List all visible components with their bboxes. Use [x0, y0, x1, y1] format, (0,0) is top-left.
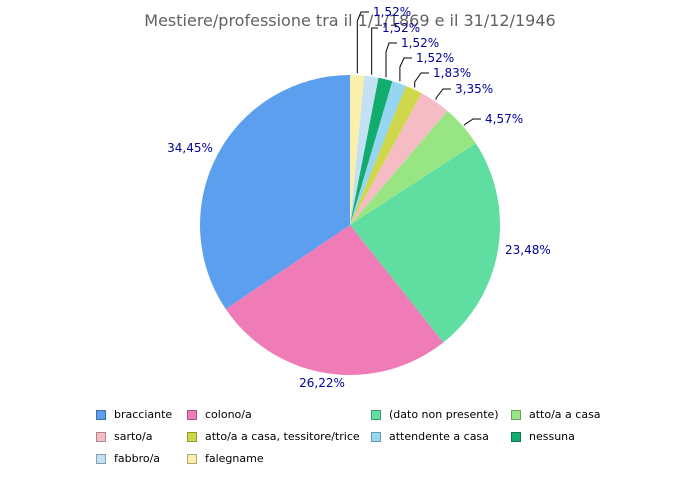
legend-label-falegname: falegname — [205, 452, 264, 465]
chart-title: Mestiere/professione tra il 1/1/1869 e i… — [144, 11, 556, 30]
leader-line-nessuna — [385, 42, 397, 78]
legend-label-attendente-a-casa: attendente a casa — [389, 430, 489, 443]
legend-swatch-colono-a — [187, 409, 197, 420]
slice-percent-label-atto-a-a-casa-tessitore-trice: 1,83% — [433, 66, 471, 80]
slice-percent-label-dato-non-presente: 23,48% — [505, 243, 551, 257]
legend-item-dato-non-presente: (dato non presente) — [371, 408, 499, 421]
legend-swatch-attendente-a-casa — [371, 431, 381, 442]
legend-swatch-falegname — [187, 453, 197, 464]
legend-item-attendente-a-casa: attendente a casa — [371, 430, 489, 443]
slice-percent-label-fabbro-a: 1,52% — [382, 21, 420, 35]
legend-item-fabbro-a: fabbro/a — [96, 452, 160, 465]
legend-label-fabbro-a: fabbro/a — [114, 452, 161, 465]
pie-slice-attendente-a-casa — [350, 81, 406, 226]
legend-label-dato-non-presente: (dato non presente) — [389, 408, 499, 421]
legend-label-atto-a-a-casa: atto/a a casa — [529, 408, 601, 421]
legend-item-atto-a-a-casa: atto/a a casa — [511, 408, 601, 421]
slice-percent-label-attendente-a-casa: 1,52% — [416, 51, 454, 65]
leader-line-atto-a-a-casa-tessitore-trice — [414, 72, 429, 88]
pie-slice-sarto-a — [350, 93, 448, 226]
slice-percent-label-colono-a: 26,22% — [299, 376, 345, 390]
pie-slice-atto-a-a-casa — [350, 111, 476, 225]
legend-swatch-fabbro-a — [96, 453, 106, 464]
legend-swatch-dato-non-presente — [371, 409, 381, 420]
legend-item-nessuna: nessuna — [511, 430, 575, 443]
pie-slice-nessuna — [350, 77, 393, 225]
pie-slice-atto-a-a-casa-tessitore-trice — [350, 85, 422, 225]
legend-item-colono-a: colono/a — [187, 408, 252, 421]
leader-line-attendente-a-casa — [399, 57, 412, 82]
legend-swatch-nessuna — [511, 431, 521, 442]
legend-item-bracciante: bracciante — [96, 408, 172, 421]
legend-label-nessuna: nessuna — [529, 430, 575, 443]
pie-slice-bracciante — [199, 75, 350, 309]
pie-slice-fabbro-a — [350, 75, 379, 226]
leader-line-atto-a-a-casa — [463, 118, 481, 126]
slice-percent-label-bracciante: 34,45% — [167, 141, 213, 155]
legend-label-sarto-a: sarto/a — [114, 430, 153, 443]
legend-item-sarto-a: sarto/a — [96, 430, 152, 443]
legend-swatch-bracciante — [96, 409, 106, 420]
slice-percent-label-atto-a-a-casa: 4,57% — [485, 112, 523, 126]
legend-label-colono-a: colono/a — [205, 408, 252, 421]
legend-label-atto-a-a-casa-tessitore-trice: atto/a a casa, tessitore/trice — [205, 430, 360, 443]
pie-slice-falegname — [350, 74, 365, 225]
legend-item-atto-a-a-casa-tessitore-trice: atto/a a casa, tessitore/trice — [187, 430, 360, 443]
legend-swatch-sarto-a — [96, 431, 106, 442]
slice-percent-label-falegname: 1,52% — [373, 5, 411, 19]
legend-swatch-atto-a-a-casa — [511, 409, 521, 420]
leader-line-falegname — [356, 11, 369, 74]
slice-percent-label-sarto-a: 3,35% — [455, 82, 493, 96]
slice-percent-label-nessuna: 1,52% — [401, 36, 439, 50]
legend-swatch-atto-a-a-casa-tessitore-trice — [187, 431, 197, 442]
legend-label-bracciante: bracciante — [114, 408, 173, 421]
pie-slice-colono-a — [225, 225, 444, 376]
leader-line-sarto-a — [435, 88, 451, 100]
leader-line-fabbro-a — [371, 27, 378, 75]
pie-slice-dato-non-presente — [350, 143, 501, 343]
legend-item-falegname: falegname — [187, 452, 264, 465]
